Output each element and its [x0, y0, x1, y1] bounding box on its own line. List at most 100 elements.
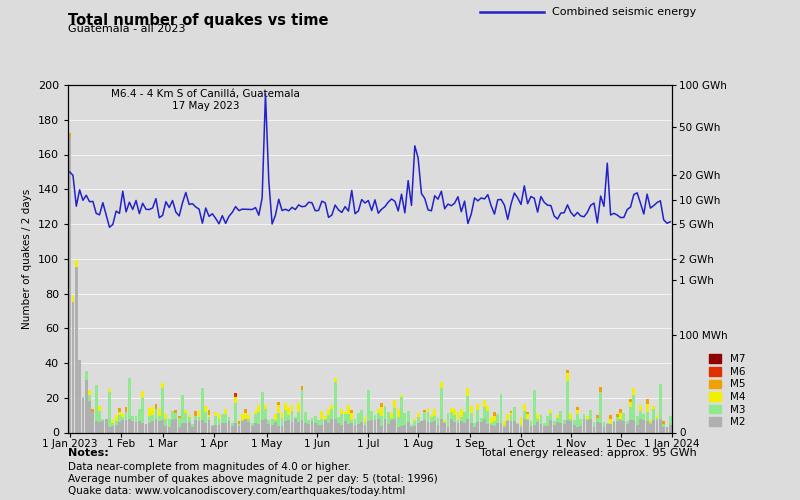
- Bar: [596, 422, 598, 432]
- Bar: [450, 408, 453, 412]
- Bar: [483, 419, 486, 432]
- Bar: [596, 414, 598, 418]
- Bar: [383, 420, 386, 432]
- Bar: [533, 424, 536, 432]
- Bar: [543, 422, 546, 426]
- Bar: [426, 412, 430, 422]
- Bar: [131, 421, 134, 432]
- Bar: [327, 423, 330, 432]
- Bar: [161, 382, 164, 388]
- Bar: [510, 414, 513, 416]
- Bar: [254, 410, 257, 414]
- Bar: [274, 420, 277, 422]
- Bar: [214, 426, 217, 432]
- Bar: [278, 402, 280, 404]
- Bar: [570, 422, 572, 432]
- Bar: [397, 418, 400, 427]
- Text: Data near-complete from magnitudes of 4.0 or higher.: Data near-complete from magnitudes of 4.…: [68, 462, 351, 471]
- Bar: [244, 419, 247, 432]
- Bar: [457, 412, 459, 420]
- Bar: [636, 416, 638, 425]
- Bar: [374, 415, 376, 420]
- Bar: [387, 412, 390, 424]
- Bar: [114, 416, 118, 421]
- Bar: [250, 423, 254, 426]
- Bar: [490, 417, 493, 422]
- Bar: [473, 423, 476, 426]
- Bar: [258, 424, 260, 432]
- Bar: [387, 424, 390, 432]
- Bar: [526, 414, 529, 419]
- Bar: [669, 416, 672, 424]
- Text: Total energy released: approx. 95 GWh: Total energy released: approx. 95 GWh: [480, 448, 697, 458]
- Bar: [466, 396, 470, 419]
- Bar: [238, 426, 240, 432]
- Bar: [606, 424, 609, 432]
- Bar: [145, 424, 147, 432]
- Bar: [586, 420, 589, 432]
- Bar: [599, 423, 602, 432]
- Bar: [128, 378, 131, 419]
- Bar: [181, 396, 184, 423]
- Bar: [281, 418, 283, 426]
- Bar: [204, 412, 207, 423]
- Bar: [377, 419, 380, 432]
- Bar: [579, 418, 582, 426]
- Bar: [254, 414, 257, 423]
- Bar: [327, 414, 330, 423]
- Bar: [390, 418, 393, 420]
- Bar: [337, 418, 340, 422]
- Bar: [317, 426, 320, 432]
- Bar: [88, 390, 91, 394]
- Bar: [307, 420, 310, 424]
- Bar: [394, 420, 396, 432]
- Bar: [91, 412, 94, 432]
- Bar: [414, 422, 416, 426]
- Bar: [457, 423, 459, 432]
- Bar: [539, 414, 542, 424]
- Bar: [573, 425, 575, 432]
- Bar: [161, 420, 164, 432]
- Bar: [267, 420, 270, 424]
- Bar: [523, 411, 526, 420]
- Bar: [234, 394, 237, 397]
- Bar: [274, 414, 277, 420]
- Bar: [214, 412, 217, 416]
- Bar: [71, 302, 74, 432]
- Bar: [576, 407, 579, 410]
- Bar: [443, 420, 446, 422]
- Bar: [340, 414, 343, 425]
- Bar: [208, 416, 210, 420]
- Bar: [258, 406, 260, 411]
- Bar: [264, 410, 267, 420]
- Bar: [470, 423, 473, 432]
- Bar: [586, 416, 589, 420]
- Bar: [613, 422, 615, 432]
- Bar: [138, 410, 141, 421]
- Bar: [500, 424, 502, 432]
- Bar: [118, 408, 121, 412]
- Bar: [114, 424, 118, 432]
- Bar: [178, 416, 181, 418]
- Bar: [566, 382, 569, 420]
- Bar: [350, 410, 353, 413]
- Bar: [165, 420, 167, 426]
- Bar: [185, 410, 187, 412]
- Bar: [380, 416, 383, 426]
- Bar: [516, 424, 519, 432]
- Bar: [414, 420, 416, 422]
- Bar: [510, 412, 513, 414]
- Bar: [344, 421, 346, 432]
- Bar: [619, 418, 622, 420]
- Bar: [593, 427, 595, 432]
- Bar: [423, 410, 426, 412]
- Bar: [88, 394, 91, 401]
- Bar: [304, 412, 306, 423]
- Bar: [354, 426, 357, 432]
- Bar: [334, 378, 337, 382]
- Bar: [234, 397, 237, 403]
- Bar: [400, 397, 403, 426]
- Bar: [440, 388, 442, 420]
- Bar: [290, 411, 294, 422]
- Bar: [400, 426, 403, 432]
